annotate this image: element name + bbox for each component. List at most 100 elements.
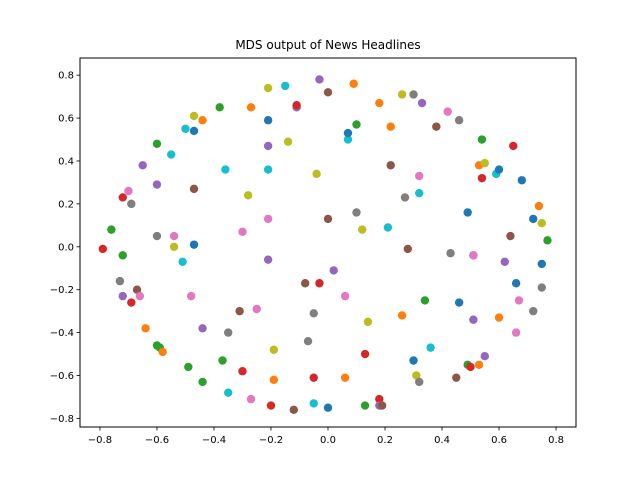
data-point-36 (224, 328, 233, 337)
data-point-107 (454, 298, 464, 307)
data-point-30 (198, 116, 207, 125)
data-point-104 (446, 249, 455, 258)
y-tick-label-8: 0.8 (58, 71, 74, 82)
data-point-130 (529, 214, 538, 224)
data-point-4 (127, 199, 136, 209)
data-point-21 (169, 242, 179, 251)
data-point-27 (189, 240, 199, 249)
data-point-48 (263, 165, 273, 174)
data-point-20 (169, 231, 179, 241)
data-point-93 (409, 90, 418, 99)
y-tick-label-1: −0.6 (50, 371, 74, 382)
data-point-126 (511, 279, 521, 288)
data-point-110 (466, 362, 475, 372)
data-point-26 (189, 184, 199, 194)
x-tick-label-1: −0.6 (145, 435, 169, 446)
data-point-17 (158, 347, 167, 357)
data-point-3 (124, 186, 133, 196)
data-point-108 (463, 208, 472, 217)
data-point-62 (309, 373, 318, 382)
data-point-129 (517, 176, 527, 185)
data-point-136 (543, 236, 552, 245)
data-point-29 (184, 362, 193, 372)
y-tick-label-6: 0.4 (58, 156, 74, 167)
data-point-90 (397, 311, 407, 320)
data-point-118 (480, 158, 489, 168)
data-point-63 (309, 399, 318, 408)
data-point-49 (263, 214, 273, 224)
data-point-127 (511, 328, 521, 337)
data-point-119 (480, 352, 489, 361)
data-point-40 (238, 367, 247, 376)
data-point-33 (215, 103, 224, 112)
data-point-28 (186, 291, 196, 301)
data-point-106 (454, 116, 464, 125)
y-tick-label-0: −0.8 (50, 414, 74, 425)
data-point-1 (107, 225, 116, 234)
data-point-38 (235, 306, 244, 316)
data-point-99 (417, 98, 427, 108)
data-point-9 (132, 285, 142, 294)
data-point-14 (152, 231, 162, 241)
data-point-103 (443, 107, 452, 116)
data-point-53 (269, 375, 279, 384)
data-point-135 (537, 259, 546, 269)
data-point-55 (283, 137, 293, 146)
data-point-50 (263, 255, 273, 264)
data-point-7 (118, 291, 127, 301)
data-point-94 (409, 356, 418, 365)
x-tick-label-8: 0.8 (548, 435, 564, 446)
points-layer (98, 75, 552, 415)
data-point-115 (474, 360, 484, 369)
x-tick-label-5: 0.2 (377, 435, 393, 446)
data-point-74 (343, 128, 353, 138)
chart-title: MDS output of News Headlines (235, 38, 420, 52)
data-point-125 (509, 141, 518, 151)
data-point-87 (386, 122, 395, 131)
data-point-98 (415, 188, 424, 198)
data-point-31 (198, 324, 207, 333)
data-point-128 (514, 296, 524, 305)
data-point-113 (469, 315, 478, 324)
data-point-58 (292, 101, 301, 110)
data-point-52 (269, 345, 279, 354)
data-point-5 (115, 276, 125, 286)
x-tick-label-4: 0.0 (320, 435, 336, 446)
data-point-133 (537, 218, 546, 228)
data-point-85 (377, 401, 387, 410)
data-point-25 (189, 126, 199, 136)
data-point-81 (363, 317, 373, 327)
data-point-51 (266, 401, 276, 410)
data-point-88 (386, 161, 395, 170)
data-point-46 (263, 116, 273, 125)
data-point-73 (343, 135, 353, 144)
y-tick-label-7: 0.6 (58, 114, 74, 125)
data-point-68 (323, 214, 333, 224)
data-point-82 (375, 98, 384, 108)
data-point-131 (529, 306, 538, 316)
data-point-54 (281, 81, 290, 91)
data-point-78 (358, 225, 367, 234)
data-point-34 (221, 165, 230, 174)
data-point-22 (178, 257, 187, 267)
data-point-101 (426, 343, 435, 352)
data-point-70 (329, 266, 338, 275)
data-point-42 (246, 103, 256, 112)
y-tick-label-3: −0.2 (50, 285, 74, 296)
data-point-37 (224, 388, 233, 397)
data-point-95 (412, 371, 421, 380)
data-point-102 (432, 122, 441, 131)
data-point-56 (289, 405, 298, 415)
data-point-39 (238, 227, 247, 236)
data-point-72 (340, 373, 350, 382)
data-point-89 (397, 90, 407, 99)
data-point-8 (127, 298, 136, 307)
y-tick-label-2: −0.4 (50, 328, 74, 339)
data-point-97 (415, 171, 424, 181)
x-tick-label-2: −0.4 (202, 435, 226, 446)
x-tick-label-0: −0.8 (88, 435, 112, 446)
data-point-105 (452, 373, 461, 382)
data-point-117 (477, 173, 487, 183)
data-point-92 (403, 244, 413, 254)
